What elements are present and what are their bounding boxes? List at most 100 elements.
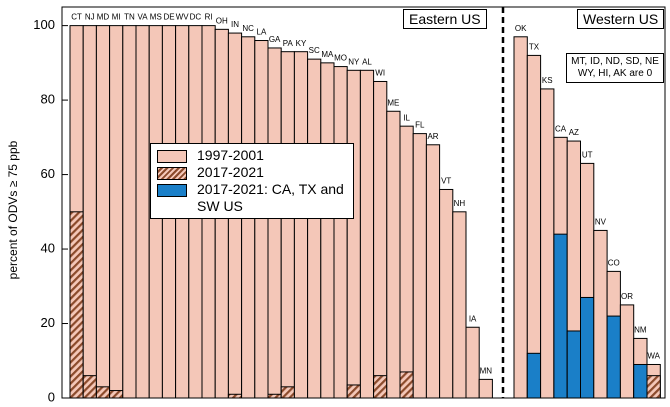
bar: [267, 47, 282, 399]
legend-label: 2017-2021: [197, 164, 264, 180]
bar: [526, 54, 542, 399]
category-label: IA: [469, 314, 477, 323]
category-label: WA: [647, 352, 660, 361]
category-label: IN: [231, 20, 239, 29]
category-label: NJ: [85, 13, 95, 22]
bar: [606, 315, 621, 399]
legend-item: 2017-2021: [157, 164, 347, 181]
bar: [82, 375, 97, 399]
legend-swatch: [157, 150, 187, 163]
bar: [320, 62, 335, 399]
y-axis-label: percent of ODVs ≥ 75 ppb: [6, 140, 20, 279]
category-label: MD: [97, 13, 110, 22]
legend-item: 2017-2021: CA, TX and SW US: [157, 181, 347, 215]
bar: [373, 80, 388, 399]
category-label: MI: [112, 13, 121, 22]
bar: [373, 375, 388, 399]
category-label: VT: [441, 177, 451, 186]
category-label: CT: [71, 13, 82, 22]
category-label: OK: [515, 24, 527, 33]
legend-swatch: [157, 184, 187, 197]
bar: [69, 211, 84, 399]
category-label: NC: [242, 24, 254, 33]
bar: [82, 25, 97, 399]
category-label: FL: [415, 121, 425, 130]
category-label: WV: [176, 13, 190, 22]
category-label: UT: [582, 151, 593, 160]
category-label: NY: [348, 57, 360, 66]
category-label: MO: [334, 54, 347, 63]
bar: [346, 384, 361, 399]
bar: [526, 352, 542, 399]
bar: [646, 375, 661, 399]
bar: [465, 326, 480, 399]
bar: [280, 386, 295, 399]
bar: [293, 51, 309, 399]
category-label: DE: [163, 13, 174, 22]
bar: [254, 40, 269, 399]
bar: [593, 229, 608, 399]
bar: [619, 304, 635, 399]
bar: [122, 25, 137, 399]
category-label: MN: [480, 366, 493, 375]
y-tick-label: 60: [41, 166, 55, 181]
bar: [513, 36, 528, 399]
bar: [333, 66, 348, 399]
y-tick-label: 80: [41, 92, 55, 107]
bar: [95, 25, 111, 399]
category-label: NH: [454, 199, 466, 208]
bar: [425, 144, 441, 399]
category-label: AZ: [569, 128, 579, 137]
category-label: KS: [542, 76, 553, 85]
category-label: CA: [555, 124, 567, 133]
plot-frame: [61, 6, 666, 399]
category-label: AR: [427, 132, 438, 141]
category-label: AL: [362, 57, 372, 66]
y-tick-label: 0: [48, 389, 55, 404]
bar: [359, 69, 375, 399]
bar: [452, 211, 467, 399]
category-label: ME: [387, 98, 399, 107]
category-label: MA: [321, 50, 334, 59]
category-label: PA: [283, 39, 294, 48]
bar: [135, 25, 150, 399]
category-label: NV: [595, 218, 607, 227]
category-label: TN: [124, 13, 135, 22]
legend-item: 1997-2001: [157, 147, 347, 164]
bar: [109, 25, 124, 399]
bar: [386, 110, 401, 399]
legend-label: 1997-2001: [197, 147, 264, 163]
panel-title: Eastern US: [403, 9, 487, 29]
bar: [439, 188, 454, 399]
legend-swatch: [157, 167, 187, 180]
bar: [399, 125, 414, 399]
category-label: VA: [138, 13, 149, 22]
category-label: TX: [529, 43, 540, 52]
bar: [566, 330, 582, 399]
category-label: IL: [403, 113, 410, 122]
bar: [346, 69, 361, 399]
y-tick-label: 100: [33, 17, 55, 32]
bar: [280, 51, 295, 399]
category-label: KY: [296, 39, 307, 48]
bar: [580, 296, 595, 399]
y-tick-label: 20: [41, 315, 55, 330]
category-label: OH: [216, 16, 228, 25]
bar: [267, 393, 282, 399]
category-label: SC: [309, 46, 320, 55]
bar: [553, 233, 568, 399]
legend-label: 2017-2021: CA, TX and SW US: [197, 181, 344, 214]
bar: [412, 133, 427, 399]
bar: [399, 371, 414, 399]
category-label: GA: [269, 35, 281, 44]
category-label: MS: [150, 13, 162, 22]
category-label: CO: [608, 258, 620, 267]
category-label: NM: [634, 326, 647, 335]
panel-title: Western US: [577, 9, 665, 29]
bar: [227, 393, 243, 399]
bar: [109, 390, 124, 399]
legend: 1997-2001 2017-2021 2017-2021: CA, TX an…: [150, 143, 354, 219]
category-label: DC: [190, 13, 202, 22]
category-label: OR: [621, 292, 633, 301]
